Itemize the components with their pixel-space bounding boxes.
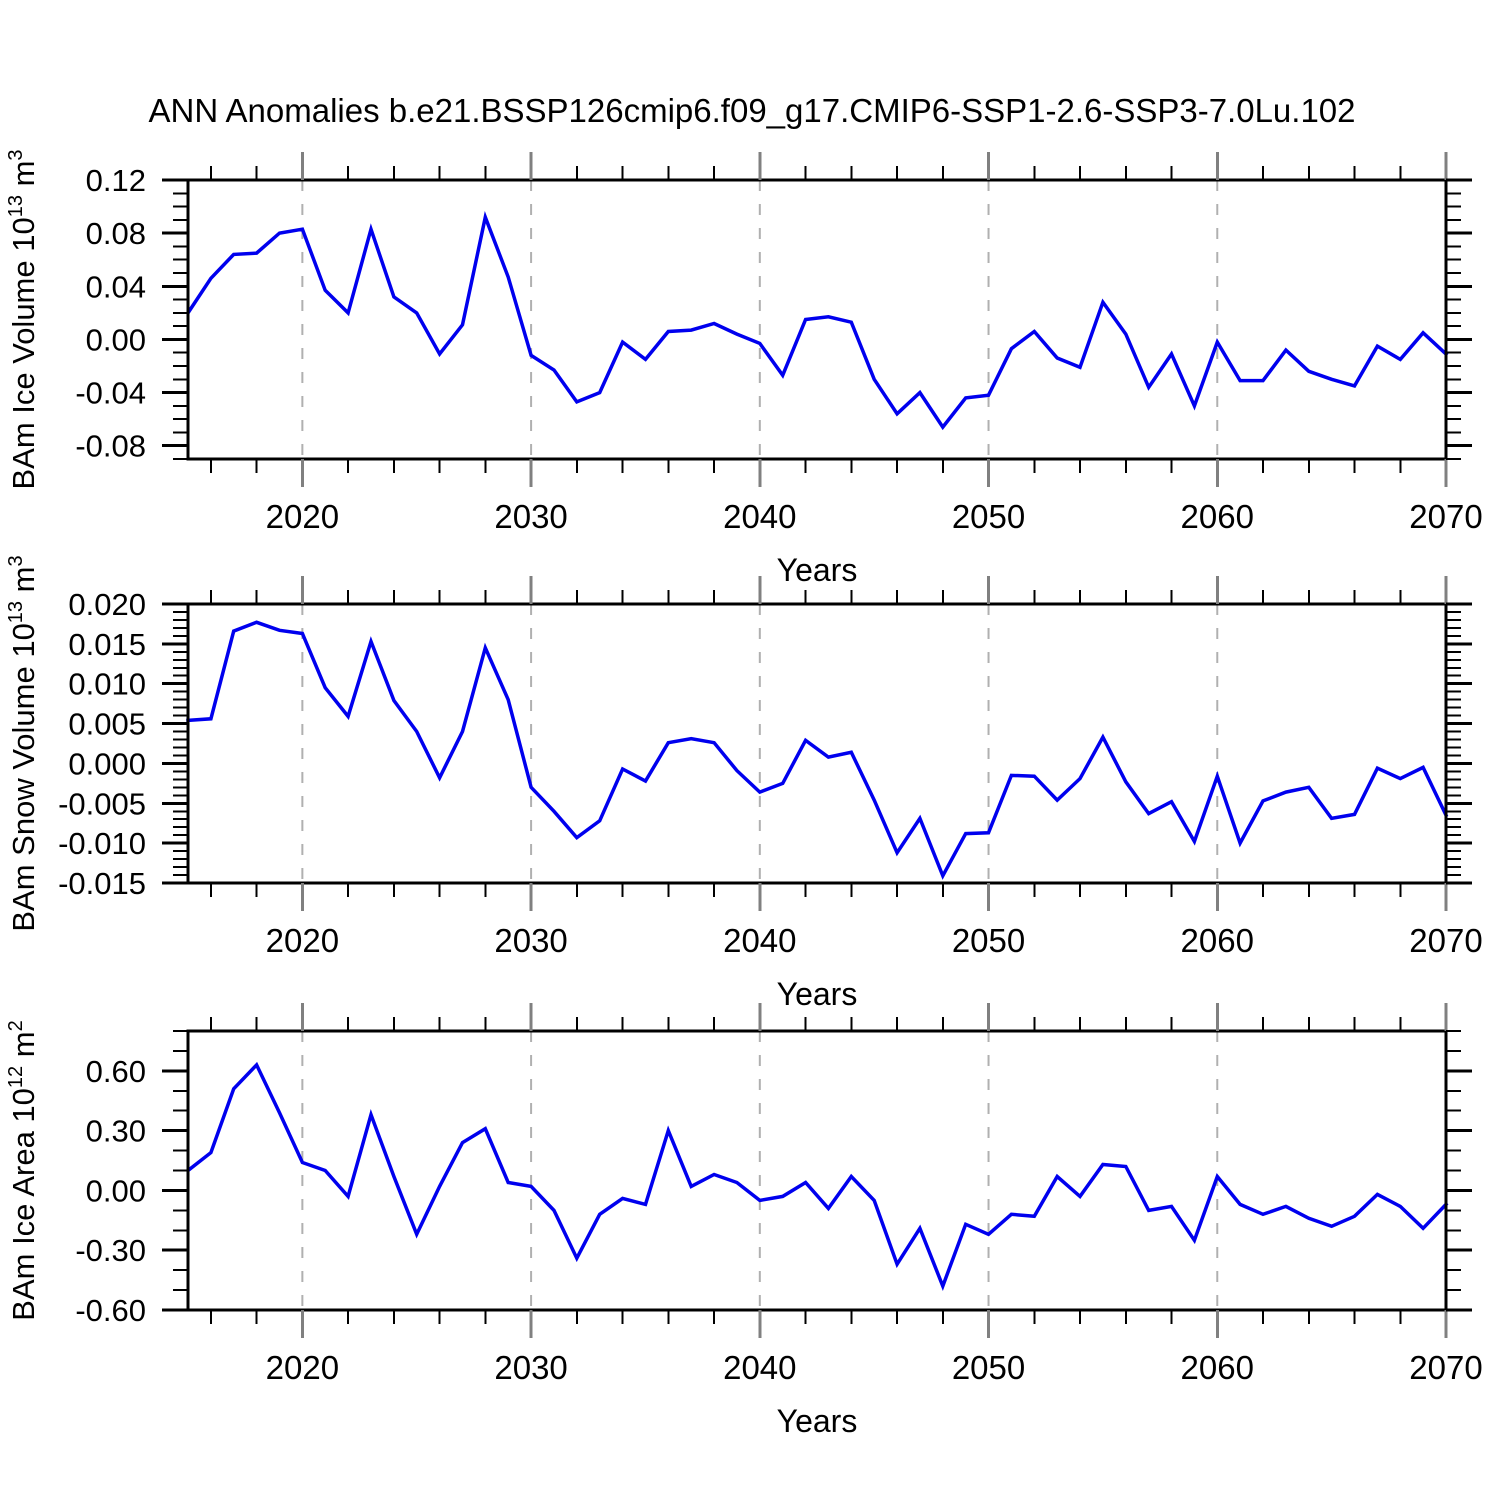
y-tick-label: 0.12 xyxy=(86,163,146,198)
y-tick-label: -0.015 xyxy=(58,866,146,901)
y-tick-label: 0.00 xyxy=(86,322,146,357)
y-tick-label: 0.60 xyxy=(86,1054,146,1089)
x-tick-label: 2020 xyxy=(266,498,339,535)
y-tick-label: 0.30 xyxy=(86,1114,146,1149)
y-axis-title: BAm Ice Area 1012 m2 xyxy=(5,1020,41,1320)
y-tick-label: -0.010 xyxy=(58,826,146,861)
y-tick-label: 0.08 xyxy=(86,216,146,251)
y-axis-title: BAm Snow Volume 1013 m3 xyxy=(5,555,41,931)
plot-frame xyxy=(186,602,1448,885)
x-axis-title: Years xyxy=(777,1403,858,1439)
x-tick-label: 2040 xyxy=(723,1349,796,1386)
x-tick-label: 2050 xyxy=(952,922,1025,959)
y-tick-label: 0.005 xyxy=(68,707,146,742)
y-tick-label: 0.010 xyxy=(68,667,146,702)
ice-area-series-line xyxy=(185,1061,1449,1291)
snow-volume-panel: 2020 2030 2040 2050 2060 2070 0.020 0.015 0.010 0… xyxy=(5,555,1483,1012)
y-tick-label: 0.00 xyxy=(86,1173,146,1208)
y-tick-label: -0.60 xyxy=(75,1293,146,1328)
x-tick-label: 2060 xyxy=(1181,498,1254,535)
x-tick-label: 2070 xyxy=(1409,1349,1482,1386)
x-tick-label: 2050 xyxy=(952,498,1025,535)
x-tick-label: 2070 xyxy=(1409,498,1482,535)
x-tick-label: 2020 xyxy=(266,922,339,959)
y-tick-label: 0.015 xyxy=(68,627,146,662)
figure-title: ANN Anomalies b.e21.BSSP126cmip6.f09_g17… xyxy=(148,92,1356,129)
plot-frame xyxy=(186,178,1448,461)
y-tick-label: 0.020 xyxy=(68,587,146,622)
ice-volume-series-line xyxy=(185,211,1449,431)
x-tick-label: 2040 xyxy=(723,922,796,959)
y-tick-label: -0.08 xyxy=(75,429,146,464)
y-tick-label: 0.04 xyxy=(86,269,146,304)
y-tick-label: -0.30 xyxy=(75,1233,146,1268)
ice-area-panel: 2020 2030 2040 2050 2060 2070 0.60 0.30 0.00 -0.3… xyxy=(5,1003,1483,1439)
x-tick-label: 2070 xyxy=(1409,922,1482,959)
y-tick-label: 0.000 xyxy=(68,746,146,781)
y-axis-title: BAm Ice Volume 1013 m3 xyxy=(5,149,41,489)
x-tick-label: 2060 xyxy=(1181,1349,1254,1386)
x-tick-label: 2040 xyxy=(723,498,796,535)
x-axis-title: Years xyxy=(777,976,858,1012)
x-tick-label: 2030 xyxy=(494,1349,567,1386)
x-axis-title: Years xyxy=(777,552,858,588)
snow-volume-series-line xyxy=(186,620,1449,880)
ice-volume-panel: 2020 2030 2040 2050 2060 2070 0.12 0.08 0.04 0.00… xyxy=(5,149,1483,588)
x-tick-label: 2050 xyxy=(952,1349,1025,1386)
y-tick-label: -0.04 xyxy=(75,376,146,411)
x-tick-label: 2030 xyxy=(494,498,567,535)
x-tick-label: 2060 xyxy=(1181,922,1254,959)
x-tick-label: 2020 xyxy=(266,1349,339,1386)
y-tick-label: -0.005 xyxy=(58,786,146,821)
plot-frame xyxy=(186,1029,1448,1312)
x-tick-label: 2030 xyxy=(494,922,567,959)
